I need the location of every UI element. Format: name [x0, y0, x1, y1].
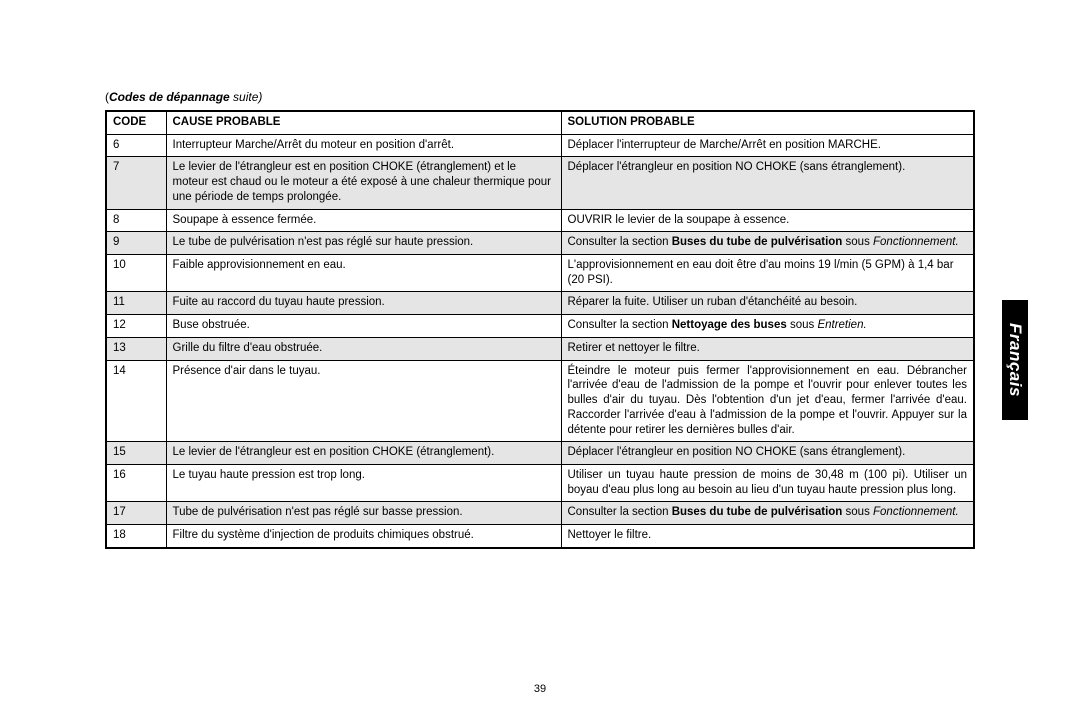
table-row: 18Filtre du système d'injection de produ…: [106, 525, 974, 548]
cell-cause: Le levier de l'étrangleur est en positio…: [166, 157, 561, 209]
table-row: 15Le levier de l'étrangleur est en posit…: [106, 442, 974, 465]
solution-text: Déplacer l'étrangleur en position NO CHO…: [568, 161, 906, 173]
solution-text: Éteindre le moteur puis fermer l'approvi…: [568, 365, 968, 436]
caption-tail: suite): [230, 90, 263, 104]
cell-cause: Fuite au raccord du tuyau haute pression…: [166, 292, 561, 315]
solution-text: Déplacer l'interrupteur de Marche/Arrêt …: [568, 139, 881, 151]
cell-code: 7: [106, 157, 166, 209]
solution-text: sous: [842, 236, 873, 248]
table-body: 6Interrupteur Marche/Arrêt du moteur en …: [106, 134, 974, 548]
solution-text: Utiliser un tuyau haute pression de moin…: [568, 469, 968, 496]
solution-text: sous: [787, 319, 818, 331]
solution-text: Retirer et nettoyer le filtre.: [568, 342, 700, 354]
cell-code: 9: [106, 232, 166, 255]
page-number: 39: [0, 683, 1080, 695]
cell-cause: Le levier de l'étrangleur est en positio…: [166, 442, 561, 465]
solution-text: Entretien.: [817, 319, 866, 331]
cell-code: 17: [106, 502, 166, 525]
cell-code: 11: [106, 292, 166, 315]
cell-code: 18: [106, 525, 166, 548]
cell-solution: Déplacer l'interrupteur de Marche/Arrêt …: [561, 134, 974, 157]
cell-cause: Présence d'air dans le tuyau.: [166, 360, 561, 442]
table-row: 7Le levier de l'étrangleur est en positi…: [106, 157, 974, 209]
table-caption: (Codes de dépannage suite): [105, 90, 975, 104]
cell-solution: Déplacer l'étrangleur en position NO CHO…: [561, 157, 974, 209]
solution-text: Réparer la fuite. Utiliser un ruban d'ét…: [568, 296, 858, 308]
table-row: 9Le tube de pulvérisation n'est pas régl…: [106, 232, 974, 255]
cell-code: 15: [106, 442, 166, 465]
cell-solution: Retirer et nettoyer le filtre.: [561, 337, 974, 360]
table-row: 11Fuite au raccord du tuyau haute pressi…: [106, 292, 974, 315]
cell-cause: Grille du filtre d'eau obstruée.: [166, 337, 561, 360]
cell-code: 8: [106, 209, 166, 232]
cell-solution: Utiliser un tuyau haute pression de moin…: [561, 464, 974, 501]
cell-solution: Consulter la section Nettoyage des buses…: [561, 315, 974, 338]
solution-text: Fonctionnement.: [873, 236, 959, 248]
solution-text: L'approvisionnement en eau doit être d'a…: [568, 259, 954, 286]
solution-text: Déplacer l'étrangleur en position NO CHO…: [568, 446, 906, 458]
solution-text: Fonctionnement.: [873, 506, 959, 518]
solution-text: Buses du tube de pulvérisation: [672, 236, 843, 248]
cell-code: 10: [106, 255, 166, 292]
solution-text: Nettoyage des buses: [672, 319, 787, 331]
cell-cause: Filtre du système d'injection de produit…: [166, 525, 561, 548]
cell-solution: L'approvisionnement en eau doit être d'a…: [561, 255, 974, 292]
solution-text: Consulter la section: [568, 319, 672, 331]
table-header-row: CODE CAUSE PROBABLE SOLUTION PROBABLE: [106, 111, 974, 134]
caption-title: Codes de dépannage: [109, 90, 230, 104]
solution-text: sous: [842, 506, 873, 518]
table-row: 10Faible approvisionnement en eau. L'appr…: [106, 255, 974, 292]
language-tab: Français: [1002, 300, 1028, 420]
cell-cause: Soupape à essence fermée.: [166, 209, 561, 232]
cell-cause: Buse obstruée.: [166, 315, 561, 338]
table-row: 8Soupape à essence fermée. OUVRIR le levi…: [106, 209, 974, 232]
troubleshooting-table: CODE CAUSE PROBABLE SOLUTION PROBABLE 6I…: [105, 110, 975, 549]
cell-solution: Réparer la fuite. Utiliser un ruban d'ét…: [561, 292, 974, 315]
cell-solution: Consulter la section Buses du tube de pu…: [561, 232, 974, 255]
cell-cause: Faible approvisionnement en eau.: [166, 255, 561, 292]
header-code: CODE: [106, 111, 166, 134]
solution-text: Consulter la section: [568, 506, 672, 518]
page: (Codes de dépannage suite) CODE CAUSE PR…: [0, 0, 1080, 723]
cell-code: 16: [106, 464, 166, 501]
table-row: 16Le tuyau haute pression est trop long.…: [106, 464, 974, 501]
cell-solution: OUVRIR le levier de la soupape à essence…: [561, 209, 974, 232]
cell-code: 6: [106, 134, 166, 157]
cell-code: 14: [106, 360, 166, 442]
header-cause: CAUSE PROBABLE: [166, 111, 561, 134]
solution-text: Consulter la section: [568, 236, 672, 248]
cell-solution: Éteindre le moteur puis fermer l'approvi…: [561, 360, 974, 442]
cell-cause: Le tuyau haute pression est trop long.: [166, 464, 561, 501]
header-solution: SOLUTION PROBABLE: [561, 111, 974, 134]
table-row: 14Présence d'air dans le tuyau.Éteindre …: [106, 360, 974, 442]
cell-code: 13: [106, 337, 166, 360]
table-row: 6Interrupteur Marche/Arrêt du moteur en …: [106, 134, 974, 157]
cell-cause: Interrupteur Marche/Arrêt du moteur en p…: [166, 134, 561, 157]
cell-solution: Déplacer l'étrangleur en position NO CHO…: [561, 442, 974, 465]
cell-code: 12: [106, 315, 166, 338]
table-row: 17Tube de pulvérisation n'est pas réglé …: [106, 502, 974, 525]
cell-cause: Le tube de pulvérisation n'est pas réglé…: [166, 232, 561, 255]
solution-text: Buses du tube de pulvérisation: [672, 506, 843, 518]
table-row: 12Buse obstruée.Consulter la section Net…: [106, 315, 974, 338]
solution-text: OUVRIR le levier de la soupape à essence…: [568, 214, 790, 226]
cell-cause: Tube de pulvérisation n'est pas réglé su…: [166, 502, 561, 525]
table-row: 13Grille du filtre d'eau obstruée. Retire…: [106, 337, 974, 360]
cell-solution: Nettoyer le filtre.: [561, 525, 974, 548]
cell-solution: Consulter la section Buses du tube de pu…: [561, 502, 974, 525]
solution-text: Nettoyer le filtre.: [568, 529, 652, 541]
